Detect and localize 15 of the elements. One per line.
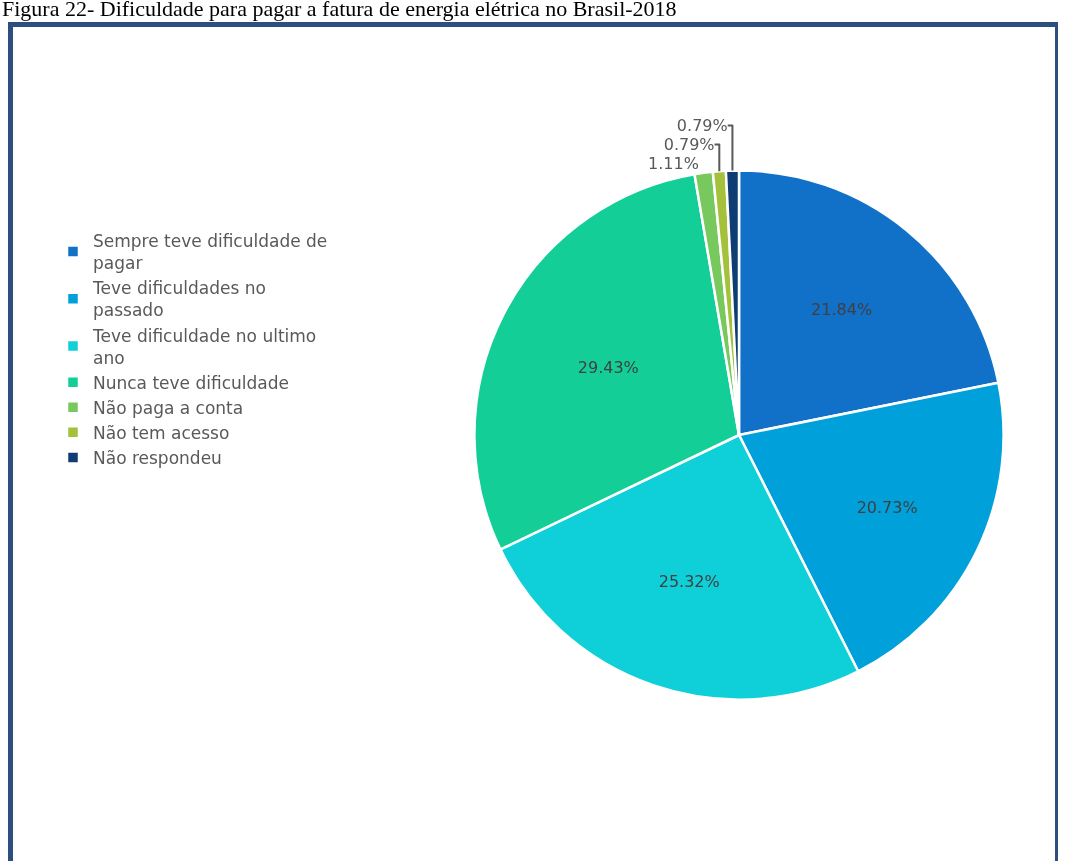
legend-label: Não respondeu <box>93 448 222 469</box>
data-label: 29.43% <box>577 357 639 377</box>
legend-label: Não tem acesso <box>93 422 230 443</box>
legend-label: Sempre teve dificuldade de pagar <box>93 231 328 274</box>
legend-label: Teve dificuldades no passado <box>92 278 266 321</box>
legend-label: Nunca teve dificuldade <box>93 372 290 393</box>
data-label: 25.32% <box>658 571 720 591</box>
data-label: 0.79% <box>676 115 728 135</box>
legend-label: Teve dificuldade no ultimo ano <box>92 325 317 368</box>
legend-label: Não paga a conta <box>93 397 244 418</box>
data-label: 1.11% <box>648 153 699 173</box>
chart-title: Figura 22- Dificuldade para pagar a fatura de energia elétrica no Brasil-2018 <box>1 0 678 22</box>
data-label: 21.84% <box>811 300 873 320</box>
data-label: 0.79% <box>663 134 715 154</box>
data-label: 20.73% <box>856 497 918 517</box>
